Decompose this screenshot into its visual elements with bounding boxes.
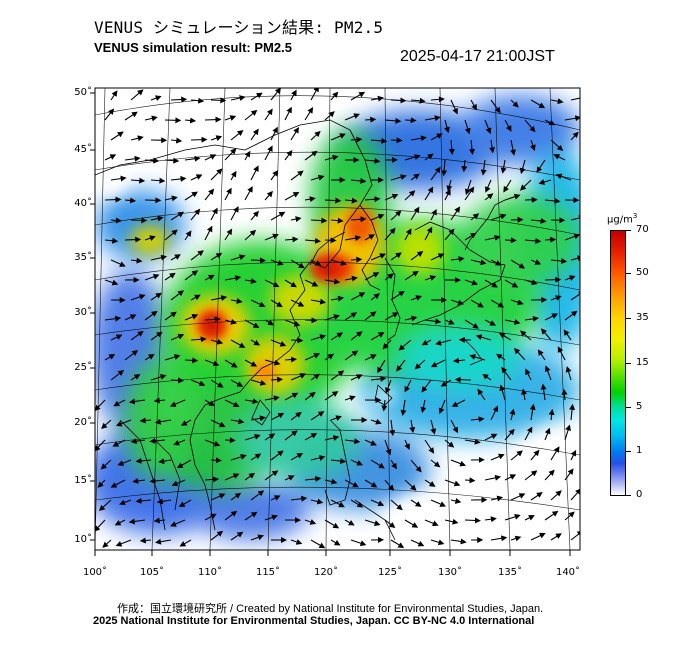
wind-arrow bbox=[205, 119, 220, 120]
lon-label-110: 110˚ bbox=[190, 567, 230, 578]
credit-license: 2025 National Institute for Environmenta… bbox=[93, 615, 534, 627]
colorbar-unit: µg/m3 bbox=[607, 212, 637, 225]
wind-arrow bbox=[185, 360, 197, 361]
wind-arrow bbox=[171, 99, 186, 100]
colorbar-tick bbox=[626, 230, 631, 231]
wind-arrow bbox=[405, 120, 415, 121]
lat-label-50: 50˚ bbox=[66, 87, 92, 98]
wind-arrow bbox=[391, 140, 401, 141]
wind-arrow bbox=[456, 380, 471, 381]
wind-arrow bbox=[131, 220, 146, 221]
lon-label-100: 100˚ bbox=[75, 567, 115, 578]
lon-label-135: 135˚ bbox=[490, 567, 530, 578]
colorbar-tick bbox=[626, 318, 631, 319]
wind-arrow bbox=[291, 340, 302, 341]
colorbar-tick bbox=[626, 495, 631, 496]
colorbar-label-70: 70 bbox=[636, 224, 649, 235]
wind-arrow bbox=[465, 520, 479, 521]
colorbar bbox=[610, 230, 626, 496]
wind-arrow bbox=[125, 239, 140, 240]
colorbar-label-0: 0 bbox=[636, 489, 642, 500]
lat-label-30: 30˚ bbox=[66, 307, 92, 318]
wind-arrow bbox=[191, 140, 206, 141]
wind-arrow bbox=[251, 260, 265, 261]
lon-label-140: 140˚ bbox=[548, 567, 588, 578]
lon-label-105: 105˚ bbox=[132, 567, 172, 578]
lat-label-40: 40˚ bbox=[66, 198, 92, 209]
colorbar-label-1: 1 bbox=[636, 445, 642, 456]
lat-label-20: 20˚ bbox=[66, 417, 92, 428]
colorbar-tick bbox=[626, 451, 631, 452]
wind-arrow bbox=[465, 480, 474, 481]
wind-arrow bbox=[105, 199, 120, 200]
wind-arrow bbox=[305, 320, 316, 321]
lon-label-125: 125˚ bbox=[370, 567, 410, 578]
colorbar-tick bbox=[626, 407, 631, 408]
lon-label-130: 130˚ bbox=[430, 567, 470, 578]
credit-created-by: 作成：国立環境研究所 / Created by National Institu… bbox=[117, 600, 543, 616]
lat-label-10: 10˚ bbox=[66, 534, 92, 545]
wind-arrow bbox=[271, 379, 282, 380]
colorbar-tick bbox=[626, 363, 631, 364]
wind-arrow bbox=[365, 119, 375, 120]
wind-arrow bbox=[351, 259, 361, 260]
lon-label-115: 115˚ bbox=[248, 567, 288, 578]
colorbar-label-5: 5 bbox=[636, 401, 642, 412]
lat-label-15: 15˚ bbox=[66, 475, 92, 486]
colorbar-tick bbox=[626, 273, 631, 274]
colorbar-label-50: 50 bbox=[636, 267, 649, 278]
lat-label-35: 35˚ bbox=[66, 252, 92, 263]
lon-label-120: 120˚ bbox=[306, 567, 346, 578]
wind-arrow bbox=[325, 240, 335, 241]
lat-label-25: 25˚ bbox=[66, 362, 92, 373]
wind-arrow bbox=[211, 460, 220, 461]
map-content bbox=[80, 75, 620, 550]
colorbar-label-35: 35 bbox=[636, 312, 649, 323]
wind-arrow bbox=[211, 100, 225, 101]
colorbar-label-15: 15 bbox=[636, 357, 649, 368]
wind-arrow bbox=[171, 380, 183, 381]
wind-arrow bbox=[545, 240, 555, 241]
wind-arrow bbox=[391, 100, 405, 101]
lat-label-45: 45˚ bbox=[66, 144, 92, 155]
